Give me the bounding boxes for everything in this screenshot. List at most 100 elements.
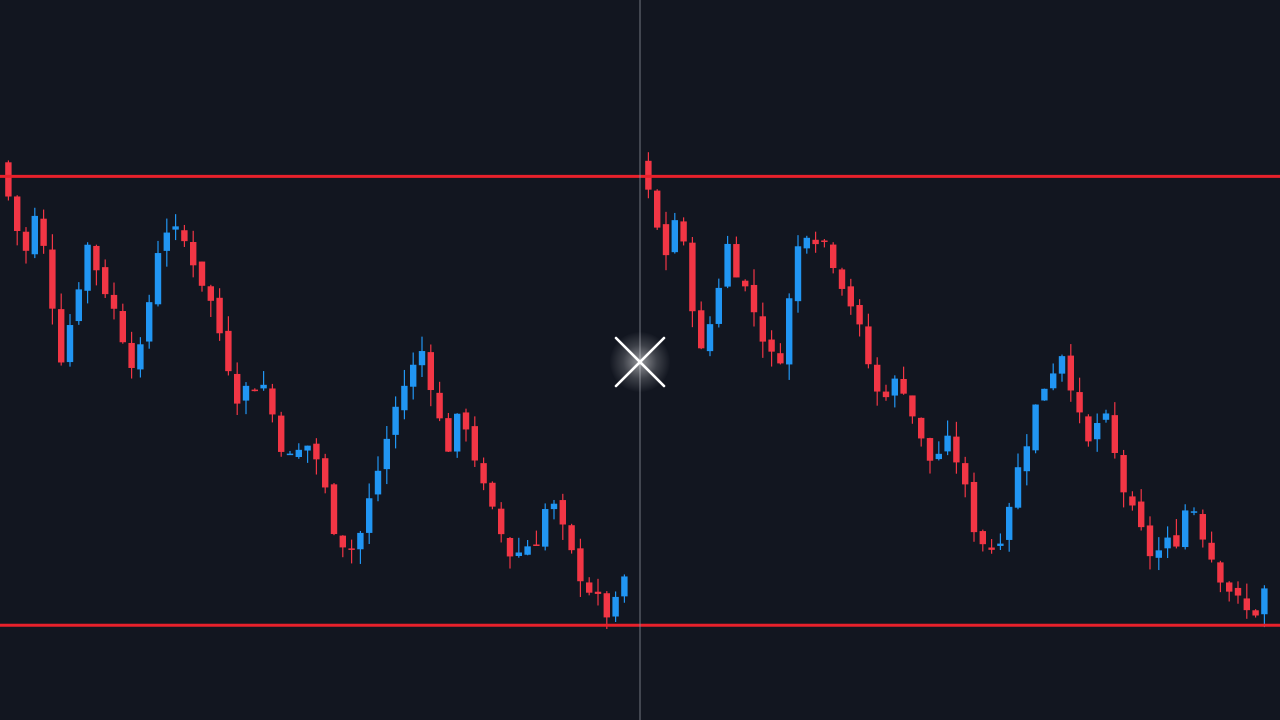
candle-body-bearish [119,311,126,343]
candle-body-bearish [662,224,670,256]
candle-body-bearish [559,500,566,525]
candle-body-bearish [22,231,30,251]
candle-body-bullish [1014,467,1022,508]
candle-body-bearish [882,391,890,398]
candle-body-bullish [997,543,1004,546]
candle-body-bullish [706,324,714,352]
candle-body-bullish [1261,588,1268,615]
candle-body-bullish [31,215,38,255]
candle-body-bearish [14,196,21,232]
candle-body-bearish [498,508,505,535]
candle-body-bullish [1102,413,1110,420]
candle-body-bearish [918,417,925,439]
candle-body-bearish [251,389,258,392]
close-x-icon[interactable] [614,336,666,388]
candle-body-bullish [515,552,522,557]
candle-body-bullish [1182,510,1189,548]
candle-body-bullish [304,445,311,451]
candle-body-bullish [786,298,793,365]
candle-body-bearish [110,294,118,309]
candle-body-bearish [900,378,907,394]
candle-body-bearish [198,261,206,286]
candle-body-bullish [401,385,408,411]
candle-body-bearish [190,242,197,266]
candle-body-bearish [1226,582,1233,592]
candle-body-bearish [1138,501,1145,528]
candle-body-bullish [260,384,267,389]
candle-body-bearish [577,548,584,582]
candle-body-bearish [102,267,109,295]
candle-body-bearish [830,244,837,269]
candle-body-bullish [163,232,170,251]
candle-body-bearish [207,286,214,301]
candle-body-bearish [489,482,496,507]
candle-body-bearish [427,352,434,391]
candle-body-bullish [671,220,678,253]
candle-body-bearish [462,412,470,430]
candle-body-bearish [5,162,12,197]
candle-body-bearish [269,388,276,415]
candle-body-bullish [621,576,628,597]
candle-body-bullish [1006,506,1013,540]
candle-body-bearish [698,310,705,349]
candle-body-bullish [724,243,731,287]
candle-body-bearish [1173,535,1180,547]
candle-body-bearish [1252,610,1259,616]
candle-body-bullish [935,453,942,460]
candle-body-bearish [777,353,784,364]
candle-body-bullish [84,244,91,291]
candle-body-bearish [348,548,355,550]
candle-body-bearish [181,230,188,242]
candle-body-bearish [874,364,881,392]
candle-body-bearish [979,531,986,545]
candle-body-bullish [154,253,162,305]
candle-body-bearish [445,418,452,452]
candle-body-bullish [803,237,810,249]
candle-body-bearish [812,239,819,245]
candle-body-bearish [847,286,854,307]
candle-body-bearish [313,443,320,460]
candle-body-bearish [680,221,687,242]
candle-body-bearish [58,309,65,363]
candle-body-bullish [357,532,364,550]
candle-body-bearish [953,436,960,463]
candle-body-bearish [1120,455,1127,493]
candle-body-bullish [454,413,461,452]
candle-body-bullish [1032,404,1039,451]
candle-body-bearish [750,284,758,313]
candle-body-bearish [216,297,223,334]
candle-body-bearish [1243,598,1250,611]
candle-body-bearish [533,544,540,546]
candle-body-bearish [970,481,978,533]
candle-body-bearish [654,190,661,228]
candle-body-bullish [374,470,382,495]
candle-body-bullish [286,453,294,456]
candle-body-bullish [524,546,531,555]
candle-body-bearish [1067,355,1074,391]
candle-body-bearish [1111,415,1118,453]
candle-body-bearish [1076,392,1083,413]
candle-body-bearish [40,218,47,246]
candle-body-bearish [93,245,100,271]
candle-body-bearish [1208,542,1215,560]
candle-body-bullish [1023,446,1030,472]
candle-body-bullish [794,246,802,302]
candle-body-bearish [603,593,610,618]
candle-body-bearish [278,415,285,452]
candle-body-bullish [410,364,417,387]
candle-body-bearish [909,395,916,417]
candle-body-bullish [366,498,373,533]
candle-body-bullish [715,287,722,324]
candle-body-bullish [172,226,179,230]
candle-body-bullish [944,435,951,452]
candles-layer [5,152,1268,629]
candle-body-bullish [550,503,558,510]
candle-body-bullish [418,351,426,366]
candle-body-bullish [146,302,153,342]
candle-body-bearish [1199,514,1206,540]
candle-body-bearish [865,326,872,365]
candle-body-bullish [1050,373,1057,389]
candle-body-bearish [962,463,969,485]
